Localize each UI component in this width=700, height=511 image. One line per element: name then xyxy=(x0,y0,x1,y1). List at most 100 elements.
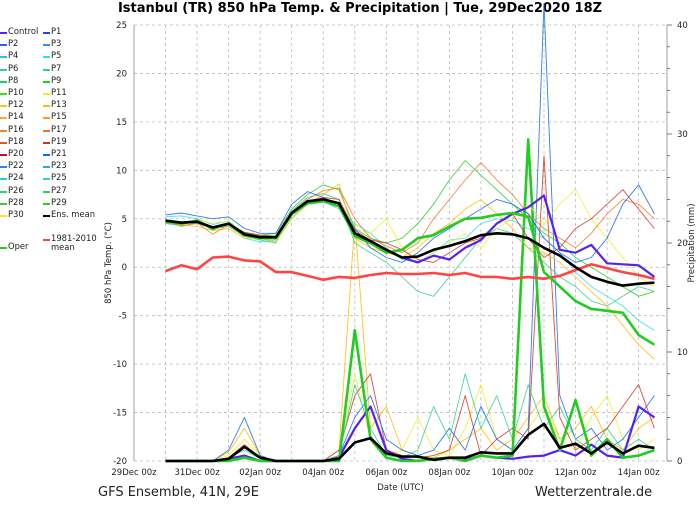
legend-label: P15 xyxy=(51,111,67,122)
y-tick-label: 20 xyxy=(116,69,127,79)
footer-model-location: GFS Ensemble, 41N, 29E xyxy=(98,485,260,500)
footer-source: Wetterzentrale.de xyxy=(535,485,653,500)
temp-line-p17 xyxy=(165,162,655,254)
legend-item: 1981-2010 mean xyxy=(43,234,97,252)
legend-label: P13 xyxy=(51,99,67,110)
legend-swatch xyxy=(0,32,7,34)
y-tick-label: -5 xyxy=(119,312,127,322)
precip-line-p7 xyxy=(165,373,655,462)
legend-item: P12 xyxy=(0,100,24,109)
legend-item: P8 xyxy=(0,74,19,85)
x-tick-label: 02Jan 00z xyxy=(239,468,281,478)
legend-item: P26 xyxy=(0,184,24,195)
x-tick-label: 31Dec 00z xyxy=(174,468,220,478)
legend-label: P24 xyxy=(8,172,24,183)
temp-line-ens-mean xyxy=(165,198,655,287)
legend-swatch xyxy=(0,166,7,169)
legend-label: P22 xyxy=(8,160,24,171)
legend-label: P7 xyxy=(51,62,62,73)
y-axis-label: 850 hPa Temp. (°C) xyxy=(104,222,114,304)
legend-label: P28 xyxy=(8,196,24,207)
legend-item: Oper xyxy=(0,242,29,251)
legend-label: P8 xyxy=(8,74,19,85)
legend-swatch xyxy=(43,80,50,83)
legend-swatch xyxy=(0,56,7,59)
legend-label: P2 xyxy=(8,38,19,49)
legend-swatch xyxy=(43,154,50,156)
legend-item: P28 xyxy=(0,196,24,207)
legend-label: 1981-2010 mean xyxy=(51,233,97,253)
legend-item: P13 xyxy=(43,100,67,109)
legend-item: P7 xyxy=(43,62,62,73)
legend-swatch xyxy=(0,68,7,71)
temp-line-p19 xyxy=(165,189,655,263)
legend-item: P27 xyxy=(43,185,67,195)
legend-swatch xyxy=(0,105,7,108)
legend-label: P25 xyxy=(51,172,67,183)
legend-label: P20 xyxy=(8,148,24,158)
legend-label: P11 xyxy=(51,87,67,97)
x-tick-label: 29Dec 00z xyxy=(111,468,157,478)
precip-line-ens-mean xyxy=(165,422,655,463)
legend-swatch xyxy=(43,105,50,108)
legend-swatch xyxy=(0,247,7,250)
legend-item: P30 xyxy=(0,210,24,219)
legend-label: P18 xyxy=(8,135,24,146)
legend-label: Ens. mean xyxy=(51,209,96,219)
legend-swatch xyxy=(0,80,7,83)
legend-swatch xyxy=(43,93,50,95)
y2-tick-label: 20 xyxy=(677,239,688,249)
legend-swatch xyxy=(43,56,50,59)
legend-item: P29 xyxy=(43,196,67,207)
legend-item: P5 xyxy=(43,51,61,60)
y-tick-label: 25 xyxy=(116,21,127,31)
y2-tick-label: 0 xyxy=(677,457,682,467)
legend-label: P6 xyxy=(8,62,19,73)
x-tick-label: 10Jan 00z xyxy=(492,468,534,478)
legend-item: P4 xyxy=(0,51,18,60)
legend-swatch xyxy=(0,215,7,217)
legend-swatch xyxy=(43,178,50,181)
legend-item: P19 xyxy=(43,136,67,146)
legend-item: P23 xyxy=(43,161,67,170)
x-tick-label: 04Jan 00z xyxy=(302,468,344,478)
legend-swatch xyxy=(0,93,7,95)
temp-line-p5 xyxy=(165,200,655,331)
y-tick-label: 0 xyxy=(122,263,127,273)
legend-swatch xyxy=(0,141,7,144)
legend-item: P10 xyxy=(0,88,24,97)
legend-item: P24 xyxy=(0,173,24,182)
legend-item: P1 xyxy=(43,27,61,36)
legend-label: P16 xyxy=(8,123,24,134)
legend-swatch xyxy=(0,202,7,205)
legend-swatch xyxy=(43,117,50,120)
legend-label: P26 xyxy=(8,184,24,195)
y-tick-label: -10 xyxy=(113,360,127,370)
legend-label: P9 xyxy=(51,74,62,85)
legend-label: P29 xyxy=(51,196,67,207)
legend-item: P21 xyxy=(43,149,67,158)
legend-swatch xyxy=(43,141,50,144)
legend-item: Ens. mean xyxy=(43,210,95,219)
legend-swatch xyxy=(0,190,7,193)
legend-label: Oper xyxy=(8,241,29,252)
legend-item: P2 xyxy=(0,39,18,48)
y-tick-label: -15 xyxy=(113,409,127,419)
y-tick-label: -20 xyxy=(113,457,127,467)
legend-item: P6 xyxy=(0,62,19,73)
legend-label: P23 xyxy=(51,160,67,171)
legend-swatch xyxy=(43,190,50,193)
legend-swatch xyxy=(0,44,7,47)
legend-label: P5 xyxy=(51,50,62,61)
precip-line-p11 xyxy=(165,373,655,462)
legend-swatch xyxy=(43,166,50,169)
y2-tick-label: 40 xyxy=(677,21,688,31)
legend-label: P17 xyxy=(51,123,67,134)
legend-label: P12 xyxy=(8,99,24,110)
legend-item: P14 xyxy=(0,112,24,121)
legend-item: P9 xyxy=(43,74,62,85)
precip-line-p21 xyxy=(165,2,655,462)
legend-swatch xyxy=(43,129,50,132)
legend-swatch xyxy=(0,117,7,120)
